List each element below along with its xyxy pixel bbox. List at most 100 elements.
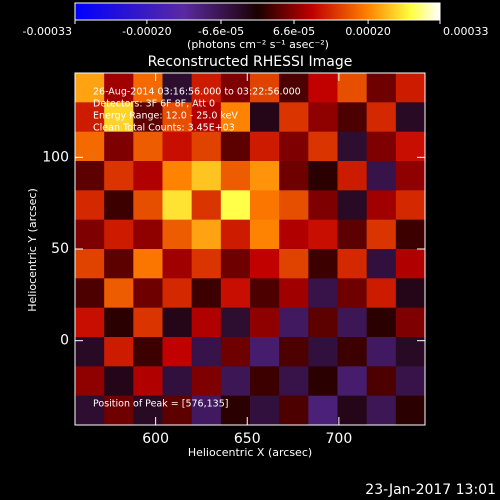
heatmap-cell [220,395,251,426]
heatmap-cell [395,366,426,397]
heatmap-cell [279,73,309,103]
heatmap-cell [308,307,338,338]
heatmap-cell [191,219,222,250]
heatmap-cell [337,131,368,162]
heatmap-cell [162,337,193,367]
heatmap-cell [395,395,426,426]
heatmap-cell [366,102,397,133]
heatmap-cell [104,219,134,250]
heatmap-cell [279,219,309,250]
heatmap-cell [162,219,193,250]
heatmap-cell [220,249,251,279]
heatmap-cell [220,190,251,221]
heatmap-cell [337,190,368,221]
heatmap-cell [133,190,163,221]
heatmap-cell [220,278,251,309]
heatmap-cell [395,249,426,279]
heatmap-cell [191,395,222,426]
heatmap-cell [279,190,309,221]
heatmap-cell [133,307,163,338]
footer: 23-Jan-2017 13:01 [365,482,496,498]
heatmap-cell [395,161,426,191]
heatmap-cell [75,73,105,103]
heatmap-cell [337,278,368,309]
heatmap-cell [279,366,309,397]
heatmap-cell [308,278,338,309]
heatmap-cell [191,73,222,103]
heatmap-cell [104,307,134,338]
heatmap-cell [308,161,338,191]
heatmap-cell [250,73,280,103]
heatmap-cell [75,366,105,397]
heatmap-cell [220,219,251,250]
heatmap-cell [220,307,251,338]
heatmap-cell [133,395,163,426]
heatmap-cell [133,102,163,133]
heatmap-cell [220,366,251,397]
heatmap-cell [395,131,426,162]
heatmap-cell [133,249,163,279]
chart-title: Reconstructed RHESSI Image [148,54,353,70]
y-tick-label: 0 [60,333,69,349]
heatmap-cell [250,395,280,426]
heatmap-cell [162,395,193,426]
heatmap-cell [220,161,251,191]
heatmap-cell [162,249,193,279]
heatmap-cell [104,131,134,162]
heatmap-cell [250,190,280,221]
heatmap-cell [191,307,222,338]
heatmap-cell [279,102,309,133]
heatmap-cell [279,131,309,162]
heatmap-cell [337,366,368,397]
annotation: Clean Total Counts: 3.45E+03 [93,123,235,134]
heatmap-cell [279,161,309,191]
heatmap-cell [104,73,134,103]
heatmap-cell [162,73,193,103]
heatmap-cell [250,366,280,397]
heatmap-cell [133,366,163,397]
heatmap-cell [104,249,134,279]
heatmap-cell [104,366,134,397]
heatmap-cell [279,249,309,279]
heatmap-cell [162,190,193,221]
heatmap-cell [366,161,397,191]
heatmap-cell [366,131,397,162]
heatmap-cell [250,131,280,162]
heatmap-cell [366,190,397,221]
heatmap-cell [250,278,280,309]
heatmap-cell [337,219,368,250]
heatmap-cell [337,395,368,426]
heatmap-cell [366,366,397,397]
heatmap-cell [308,395,338,426]
heatmap-cell [191,190,222,221]
heatmap-cell [395,278,426,309]
heatmap-cell [162,307,193,338]
heatmap-cell [191,161,222,191]
heatmap-cell [162,102,193,133]
colorbar-tick-label: -0.00033 [23,25,72,38]
x-tick-label: 700 [326,431,353,447]
heatmap-cell [191,249,222,279]
heatmap-cell [75,102,105,133]
heatmap-cell [75,249,105,279]
y-tick-label: 100 [42,149,69,165]
heatmap-cell [250,307,280,338]
heatmap-cell [75,190,105,221]
colorbar-tick-label: 0.00020 [345,25,391,38]
colorbar-tick-label: -6.6e-05 [198,25,244,38]
x-tick-label: 650 [234,431,261,447]
heatmap-cell [366,278,397,309]
heatmap-cell [162,366,193,397]
heatmap-cell [75,161,105,191]
heatmap-cell [279,278,309,309]
heatmap-cell [133,161,163,191]
heatmap-cell [162,131,193,162]
heatmap-cell [308,337,338,367]
heatmap-cell [220,131,251,162]
heatmap-cell [308,131,338,162]
y-tick-label: 50 [51,241,69,257]
heatmap-cell [337,73,368,103]
heatmap-cell [395,337,426,367]
